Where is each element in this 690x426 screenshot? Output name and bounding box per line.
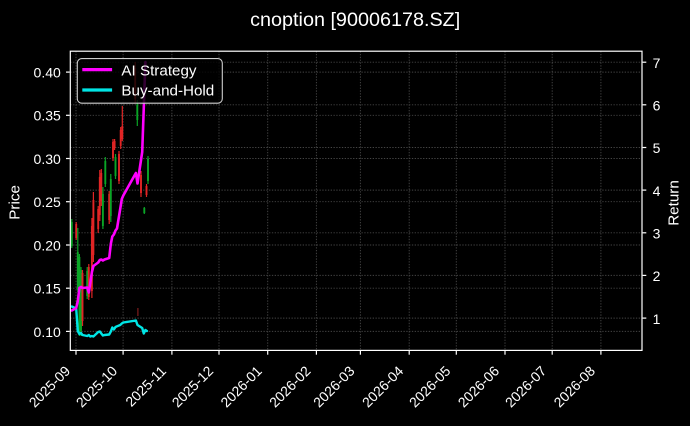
svg-text:2: 2 [653, 268, 661, 284]
svg-text:0.25: 0.25 [34, 194, 61, 210]
svg-text:6: 6 [653, 98, 661, 114]
svg-text:0.35: 0.35 [34, 108, 61, 124]
svg-text:0.10: 0.10 [34, 324, 61, 340]
svg-text:AI Strategy: AI Strategy [121, 62, 197, 79]
svg-text:0.15: 0.15 [34, 281, 61, 297]
svg-text:1: 1 [653, 311, 661, 327]
svg-text:0.40: 0.40 [34, 65, 61, 81]
svg-text:0.20: 0.20 [34, 237, 61, 253]
svg-text:3: 3 [653, 226, 661, 242]
svg-text:Buy-and-Hold: Buy-and-Hold [121, 83, 214, 100]
svg-text:Price: Price [6, 185, 23, 220]
svg-text:7: 7 [653, 55, 661, 71]
svg-text:4: 4 [653, 183, 661, 199]
svg-text:cnoption [90006178.SZ]: cnoption [90006178.SZ] [250, 9, 460, 31]
svg-text:5: 5 [653, 140, 661, 156]
svg-text:Return: Return [666, 180, 683, 226]
svg-text:0.30: 0.30 [34, 151, 61, 167]
